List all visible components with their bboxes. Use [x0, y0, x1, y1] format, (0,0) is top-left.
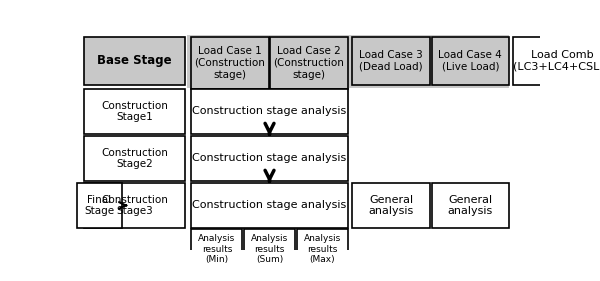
- Text: General
analysis: General analysis: [368, 195, 414, 216]
- Text: Final
Stage: Final Stage: [84, 195, 114, 216]
- Text: Base Stage: Base Stage: [97, 54, 172, 67]
- Text: Construction stage analysis: Construction stage analysis: [193, 200, 347, 210]
- Bar: [77, 183, 121, 228]
- Bar: [84, 183, 185, 228]
- Bar: [431, 37, 509, 85]
- Bar: [84, 89, 185, 134]
- Bar: [191, 37, 269, 89]
- Bar: [244, 229, 295, 269]
- Text: Construction
Stage1: Construction Stage1: [101, 101, 168, 122]
- Text: Construction
Stage2: Construction Stage2: [101, 148, 168, 169]
- Bar: [191, 89, 348, 134]
- Text: Construction stage analysis: Construction stage analysis: [193, 153, 347, 164]
- Text: Construction stage analysis: Construction stage analysis: [193, 106, 347, 117]
- Bar: [296, 229, 348, 269]
- Bar: [191, 136, 348, 181]
- Text: Load Case 2
(Construction
stage): Load Case 2 (Construction stage): [274, 46, 344, 80]
- Text: Load Case 1
(Construction
stage): Load Case 1 (Construction stage): [194, 46, 265, 80]
- Bar: [84, 136, 185, 181]
- Bar: [352, 183, 430, 228]
- Bar: [84, 37, 185, 85]
- Bar: [352, 37, 430, 85]
- Text: Analysis
results
(Sum): Analysis results (Sum): [251, 234, 288, 264]
- Text: Analysis
results
(Min): Analysis results (Min): [198, 234, 235, 264]
- Bar: [187, 35, 509, 88]
- Bar: [431, 183, 509, 228]
- Text: General
analysis: General analysis: [448, 195, 493, 216]
- Bar: [271, 37, 348, 89]
- Text: Construction
Stage3: Construction Stage3: [101, 195, 168, 216]
- Text: Load Comb
(LC3+LC4+CSLC): Load Comb (LC3+LC4+CSLC): [513, 50, 600, 71]
- Bar: [191, 229, 242, 269]
- Bar: [191, 183, 348, 228]
- Bar: [513, 37, 600, 85]
- Text: Analysis
results
(Max): Analysis results (Max): [304, 234, 341, 264]
- Text: Load Case 4
(Live Load): Load Case 4 (Live Load): [439, 50, 502, 71]
- Text: Load Case 3
(Dead Load): Load Case 3 (Dead Load): [359, 50, 423, 71]
